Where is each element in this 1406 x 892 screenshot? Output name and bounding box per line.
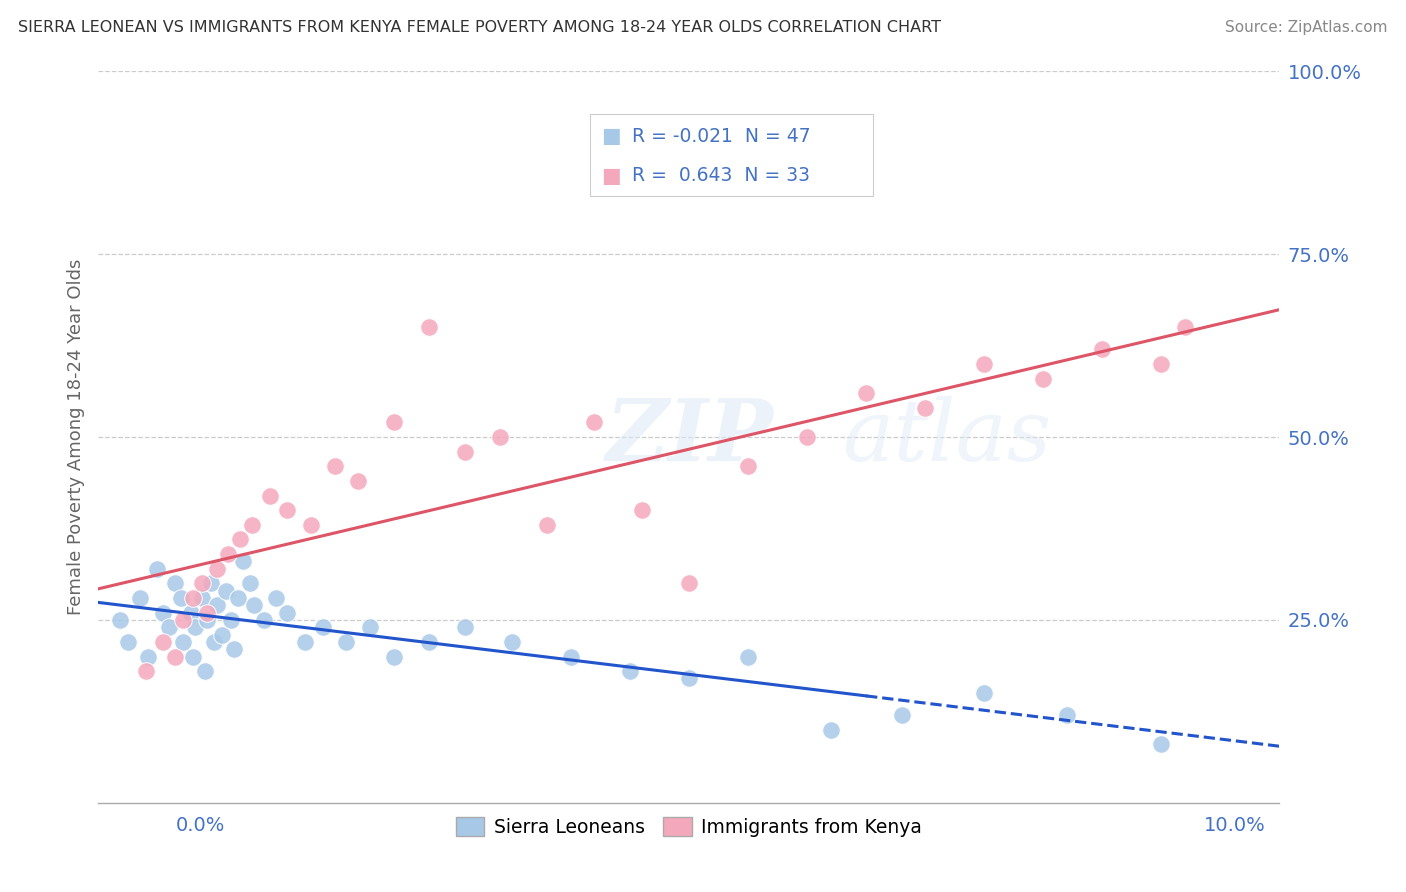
Point — [973, 686, 995, 700]
Point — [418, 635, 440, 649]
Point — [796, 430, 818, 444]
Point — [323, 459, 346, 474]
Text: atlas: atlas — [842, 396, 1052, 478]
Point — [231, 554, 253, 568]
Point — [914, 401, 936, 415]
Point — [678, 576, 700, 591]
Point — [172, 635, 194, 649]
Point — [560, 649, 582, 664]
Point — [165, 649, 187, 664]
Point — [299, 517, 322, 532]
Point — [215, 583, 238, 598]
Point — [229, 533, 252, 547]
Text: ZIP: ZIP — [606, 395, 775, 479]
Point — [202, 635, 225, 649]
Point — [382, 416, 405, 430]
Point — [195, 606, 218, 620]
Point — [1056, 708, 1078, 723]
Point — [117, 635, 139, 649]
Point — [264, 591, 287, 605]
Point — [211, 627, 233, 641]
Point — [1091, 343, 1114, 357]
Point — [224, 642, 246, 657]
Point — [219, 613, 242, 627]
Point — [382, 649, 405, 664]
Point — [453, 620, 475, 634]
Text: R = -0.021  N = 47: R = -0.021 N = 47 — [633, 127, 811, 145]
Point — [181, 649, 204, 664]
Point — [128, 591, 150, 605]
Point — [157, 620, 180, 634]
Point — [1032, 371, 1054, 385]
Point — [194, 664, 217, 678]
Point — [453, 444, 475, 458]
Point — [205, 562, 228, 576]
Point — [226, 591, 249, 605]
Point — [146, 562, 169, 576]
Point — [243, 599, 266, 613]
Point — [973, 357, 995, 371]
Point — [1174, 320, 1197, 334]
Point — [253, 613, 276, 627]
Point — [108, 613, 131, 627]
Point — [536, 517, 558, 532]
Point — [191, 591, 214, 605]
Point — [259, 489, 281, 503]
Point — [240, 517, 263, 532]
Text: R =  0.643  N = 33: R = 0.643 N = 33 — [633, 166, 810, 186]
Point — [170, 591, 193, 605]
Point — [181, 591, 204, 605]
Point — [136, 649, 159, 664]
Point — [205, 599, 228, 613]
Text: 0.0%: 0.0% — [176, 816, 225, 835]
Text: Source: ZipAtlas.com: Source: ZipAtlas.com — [1225, 20, 1388, 35]
Point — [737, 459, 759, 474]
Point — [135, 664, 157, 678]
Text: SIERRA LEONEAN VS IMMIGRANTS FROM KENYA FEMALE POVERTY AMONG 18-24 YEAR OLDS COR: SIERRA LEONEAN VS IMMIGRANTS FROM KENYA … — [18, 20, 941, 35]
Point — [152, 635, 174, 649]
Point — [359, 620, 381, 634]
Point — [1150, 737, 1173, 751]
Point — [276, 606, 298, 620]
Point — [239, 576, 262, 591]
Point — [1150, 357, 1173, 371]
Text: ■: ■ — [602, 126, 621, 146]
Point — [619, 664, 641, 678]
Point — [191, 576, 214, 591]
Legend: Sierra Leoneans, Immigrants from Kenya: Sierra Leoneans, Immigrants from Kenya — [449, 810, 929, 845]
Point — [335, 635, 357, 649]
Point — [489, 430, 512, 444]
Point — [276, 503, 298, 517]
Point — [184, 620, 207, 634]
Point — [583, 416, 606, 430]
Text: ■: ■ — [602, 166, 621, 186]
Point — [630, 503, 652, 517]
Point — [152, 606, 174, 620]
Y-axis label: Female Poverty Among 18-24 Year Olds: Female Poverty Among 18-24 Year Olds — [66, 259, 84, 615]
Point — [347, 474, 370, 488]
Point — [200, 576, 222, 591]
Point — [195, 613, 218, 627]
Point — [172, 613, 194, 627]
Point — [737, 649, 759, 664]
Point — [855, 386, 877, 401]
Point — [418, 320, 440, 334]
Point — [180, 606, 202, 620]
Point — [501, 635, 523, 649]
Point — [678, 672, 700, 686]
Point — [165, 576, 187, 591]
Point — [820, 723, 842, 737]
Point — [217, 547, 239, 561]
Text: 10.0%: 10.0% — [1204, 816, 1265, 835]
Point — [312, 620, 335, 634]
Point — [294, 635, 316, 649]
Point — [890, 708, 912, 723]
